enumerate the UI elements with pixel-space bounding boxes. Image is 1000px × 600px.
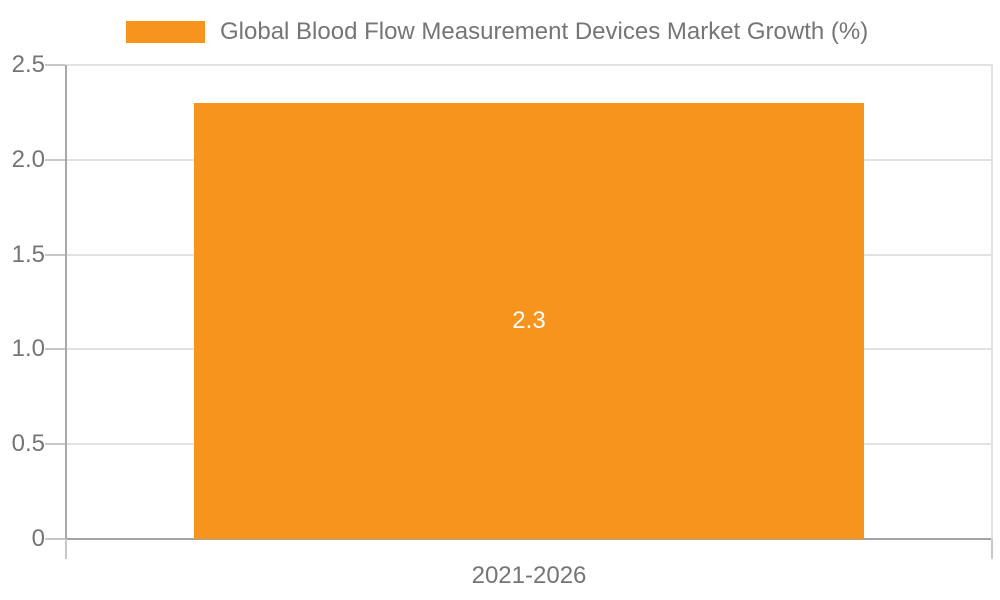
bar-2021-2026: 2.3: [193, 102, 865, 539]
x-axis-category-label: 2021-2026: [471, 562, 587, 589]
y-tick-label: 1.5: [11, 241, 45, 268]
x-axis-tick-left: [65, 539, 67, 559]
y-tick-label: 0.5: [11, 430, 45, 457]
y-axis-tick: [45, 538, 65, 540]
y-axis-tick: [45, 64, 65, 66]
y-axis-tick: [45, 443, 65, 445]
legend-swatch: [126, 21, 205, 43]
y-axis-tick: [45, 159, 65, 161]
x-axis-tick-right: [991, 539, 993, 559]
y-tick-label: 1.0: [11, 335, 45, 362]
zero-gridline: [65, 538, 993, 540]
y-axis-tick: [45, 348, 65, 350]
legend-label: Global Blood Flow Measurement Devices Ma…: [220, 18, 869, 45]
gridline: [65, 64, 993, 66]
y-axis-line: [65, 65, 67, 539]
legend: Global Blood Flow Measurement Devices Ma…: [126, 19, 868, 45]
y-tick-label: 2.5: [11, 51, 45, 78]
y-axis-tick: [45, 254, 65, 256]
bar-value-label: 2.3: [512, 306, 546, 334]
plot-right-border: [991, 65, 993, 539]
y-tick-label: 2.0: [11, 146, 45, 173]
y-tick-label: 0: [31, 525, 45, 552]
